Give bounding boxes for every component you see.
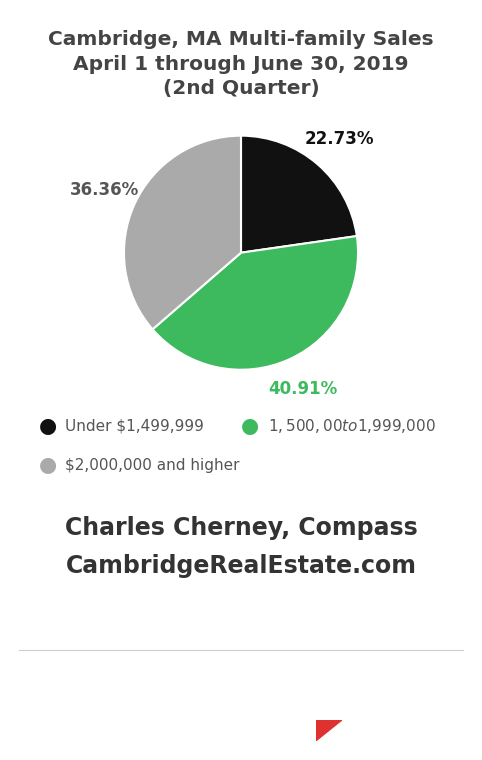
Text: CambridgeRealEstate.com: CambridgeRealEstate.com	[66, 554, 416, 578]
Text: 40.91%: 40.91%	[268, 380, 338, 398]
Text: $2,000,000 and higher: $2,000,000 and higher	[65, 458, 240, 473]
Text: Under $1,499,999: Under $1,499,999	[65, 418, 204, 433]
Text: ●: ●	[39, 416, 57, 435]
Polygon shape	[316, 720, 342, 741]
Wedge shape	[124, 135, 241, 329]
Text: (2nd Quarter): (2nd Quarter)	[162, 79, 320, 98]
Wedge shape	[241, 135, 357, 252]
Text: 36.36%: 36.36%	[70, 182, 139, 199]
Text: $1,500,00 to $1,999,000: $1,500,00 to $1,999,000	[268, 416, 435, 435]
Wedge shape	[152, 236, 358, 369]
Text: ●: ●	[39, 455, 57, 475]
Text: 22.73%: 22.73%	[304, 131, 374, 148]
Text: Cambridge, MA Multi-family Sales: Cambridge, MA Multi-family Sales	[48, 30, 434, 49]
Text: April 1 through June 30, 2019: April 1 through June 30, 2019	[73, 55, 409, 74]
Text: infogram: infogram	[356, 685, 428, 700]
Text: ●: ●	[241, 416, 259, 435]
Text: Charles Cherney, Compass: Charles Cherney, Compass	[65, 516, 417, 540]
